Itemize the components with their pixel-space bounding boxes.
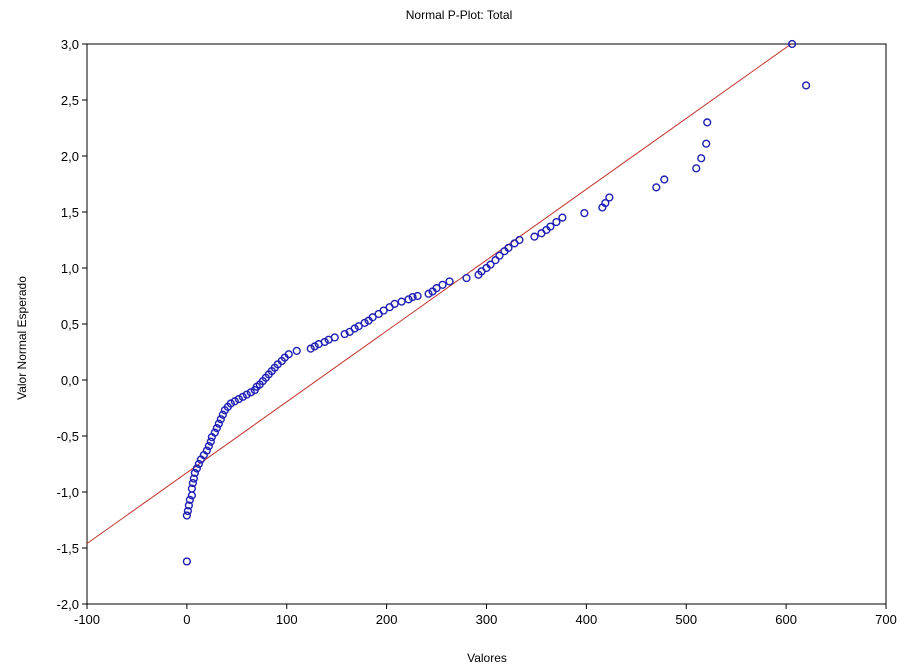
data-point [413, 291, 422, 301]
data-point [182, 557, 191, 566]
y-tick-label: 0,5 [61, 317, 79, 332]
x-axis-title: Valores [467, 651, 507, 665]
x-tick-label: 600 [775, 612, 797, 627]
x-tick-label: 300 [476, 612, 498, 627]
data-point [486, 260, 495, 269]
data-point [218, 410, 227, 419]
data-point [184, 501, 193, 510]
data-point [194, 459, 203, 469]
y-tick-label: 0,0 [61, 373, 79, 388]
normal-reference-line [86, 43, 792, 544]
y-tick-label: -1,5 [57, 541, 79, 556]
data-point [182, 511, 191, 520]
data-point [491, 256, 500, 265]
data-point [432, 284, 441, 293]
data-point [292, 346, 301, 355]
data-point [697, 154, 706, 163]
data-point [340, 329, 349, 339]
data-point [424, 289, 433, 298]
data-point [788, 39, 797, 49]
data-point [185, 495, 194, 504]
x-tick-label: 500 [675, 612, 697, 627]
data-point [368, 313, 377, 322]
x-tick-label: 0 [183, 612, 190, 627]
data-point [408, 293, 417, 302]
data-point [652, 183, 661, 192]
data-point [310, 342, 319, 351]
data-point [580, 209, 589, 218]
data-point [214, 419, 223, 428]
data-point [320, 337, 329, 347]
x-tick-label: 100 [276, 612, 298, 627]
data-point [801, 81, 811, 90]
plot-area: -100 0 100 200 300 400 500 600 700 -2,0 -1,5 -1,0 -0… [57, 37, 897, 627]
data-point [204, 441, 213, 451]
data-point [226, 399, 235, 408]
data-point [206, 437, 215, 446]
data-point [189, 474, 198, 483]
y-tick-label: 1,0 [61, 261, 79, 276]
data-point [702, 139, 711, 148]
data-point [360, 318, 369, 327]
y-tick-label: -1,0 [57, 485, 79, 500]
data-point [238, 392, 247, 401]
data-point [242, 390, 251, 399]
data-point [530, 232, 539, 241]
data-point [546, 222, 555, 231]
data-point [445, 277, 454, 286]
data-point [692, 164, 701, 173]
data-point [202, 446, 211, 455]
data-point [605, 193, 614, 202]
data-point [504, 243, 513, 252]
data-point [230, 397, 239, 406]
data-point [552, 217, 561, 227]
data-point [379, 306, 388, 315]
y-tick-label: 2,5 [61, 93, 79, 108]
data-point [190, 468, 199, 478]
data-point [390, 299, 399, 308]
y-tick-label: 1,5 [61, 205, 79, 220]
data-point [354, 322, 363, 331]
data-point [188, 478, 197, 488]
y-tick-label: 3,0 [61, 37, 79, 52]
y-axis-title: Valor Normal Esperado [15, 276, 29, 400]
data-point [397, 297, 406, 306]
y-tick-label: -2,0 [57, 597, 79, 612]
data-point [192, 464, 201, 473]
data-point [187, 484, 196, 493]
y-tick-label: -0,5 [57, 429, 79, 444]
x-tick-label: 400 [576, 612, 598, 627]
data-point [284, 350, 293, 359]
data-point [350, 324, 359, 333]
data-point [212, 424, 221, 433]
data-point [558, 213, 567, 222]
plot-frame [86, 43, 887, 605]
data-point [210, 428, 219, 437]
data-point [703, 118, 712, 127]
data-point [660, 175, 669, 184]
data-point [246, 388, 255, 397]
data-point [515, 235, 524, 245]
data-point [330, 333, 339, 342]
data-point [234, 394, 243, 404]
data-point [404, 295, 413, 304]
x-tick-label: 700 [875, 612, 897, 627]
data-point [495, 251, 504, 260]
data-point [462, 273, 471, 283]
data-point [216, 415, 225, 424]
chart-title: Normal P-Plot: Total [406, 8, 512, 22]
y-tick-label: 2,0 [61, 149, 79, 164]
data-point [438, 280, 447, 289]
data-point [183, 506, 192, 516]
x-tick-label: -100 [74, 612, 100, 627]
data-point [306, 344, 315, 353]
x-tick-label: 200 [376, 612, 398, 627]
data-point [601, 198, 610, 208]
